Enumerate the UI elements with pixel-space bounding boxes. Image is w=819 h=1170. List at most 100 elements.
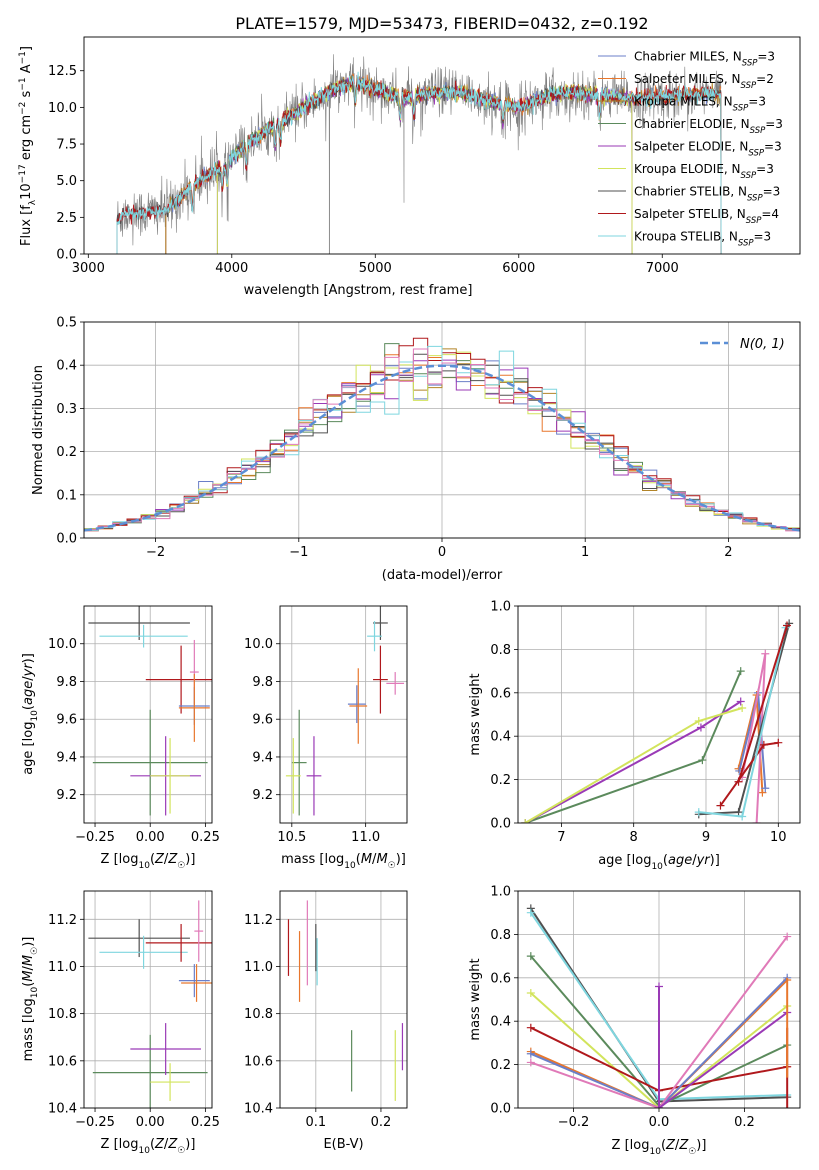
- series-marker: [698, 756, 707, 765]
- tick-label-y: 0.6: [490, 686, 511, 701]
- tick-label-x: 0.2: [371, 1115, 392, 1130]
- legend-label: N(0, 1): [740, 337, 785, 352]
- tick-label-y: 11.2: [244, 913, 273, 928]
- series-marker: [738, 812, 747, 821]
- model-spectrum-KroupaSTELIB: [116, 71, 722, 254]
- legend-label: Kroupa STELIB, NSSP=3: [634, 230, 771, 249]
- axes-spectrum: 3000 4000 5000 6000 7000 0.0 2.5 5.0 7.5 10.0 12.5…: [18, 36, 801, 298]
- series-marker: [782, 621, 791, 630]
- tick-label-x: 3000: [72, 261, 105, 276]
- axes-frame: [517, 605, 801, 824]
- axes-mass-vs-EBV: 0.1 0.2 10.4 10.6 10.8 11.0 11.2 E(B-V): [244, 890, 408, 1152]
- tick-label-y: 9.8: [56, 675, 77, 690]
- tick-label-y: 0.2: [490, 1058, 511, 1073]
- series-line: [530, 979, 788, 1108]
- tick-label-y: 9.2: [56, 788, 77, 803]
- tick-label-y: 0.0: [490, 817, 511, 832]
- tick-label-y: 0.4: [490, 1015, 511, 1030]
- tick-label-y: 10.8: [244, 1007, 273, 1022]
- axes-frame: [279, 890, 408, 1109]
- series-marker: [696, 723, 705, 732]
- tick-label-y: 11.0: [244, 960, 273, 975]
- y-axis-label: Flux [fλ10−17 erg cm−2 s−1 A−1]: [18, 46, 38, 246]
- tick-label-x: 1: [581, 545, 589, 560]
- tick-label-y: 7.5: [56, 138, 77, 153]
- plot-background: [84, 891, 212, 1108]
- legend: N(0, 1): [700, 337, 785, 352]
- series-marker: [736, 667, 745, 676]
- tick-label-x: 8: [630, 830, 638, 845]
- tick-label-x: 11.0: [351, 830, 380, 845]
- x-axis-label: Z [log10(Z/Z☉)]: [101, 852, 196, 871]
- plot-area: [521, 619, 794, 823]
- series-line: [530, 977, 788, 1108]
- tick-label-y: 0.5: [56, 316, 77, 331]
- axes-frame: [517, 890, 801, 1109]
- legend-label: Salpeter STELIB, NSSP=4: [634, 207, 779, 226]
- series-line: [530, 936, 789, 1108]
- plot-area: [287, 900, 404, 1101]
- tick-label-y: 0.2: [56, 445, 77, 460]
- axes-mass-vs-Z: −0.25 0.00 0.25 10.4 10.6 10.8 11.0 11.2 Z [log1…: [21, 890, 220, 1156]
- tick-label-y: 10.0: [48, 637, 77, 652]
- series-marker: [526, 1049, 535, 1058]
- tick-label-y: 0.4: [56, 359, 77, 374]
- tick-label-y: 1.0: [490, 885, 511, 900]
- gridlines: [280, 606, 407, 823]
- tick-label-y: 10.8: [48, 1007, 77, 1022]
- legend-label: Chabrier MILES, NSSP=3: [634, 50, 775, 69]
- series-marker: [759, 740, 768, 749]
- legend-label: Kroupa MILES, NSSP=3: [634, 95, 766, 114]
- tick-label-y: 9.2: [252, 788, 273, 803]
- tick-label-x: −0.25: [75, 1115, 115, 1130]
- series-marker: [526, 1023, 535, 1032]
- series-marker: [526, 952, 535, 961]
- tick-label-y: 0.4: [490, 730, 511, 745]
- axes-age-vs-Z: −0.25 0.00 0.25 9.2 9.4 9.6 9.8 10.0 Z [log10(Z/…: [21, 605, 220, 871]
- tick-label-y: 2.5: [56, 211, 77, 226]
- y-axis-label: mass weight: [468, 673, 483, 755]
- y-axis-label: age [log10(age/yr)]: [21, 653, 40, 775]
- tick-label-y: 10.6: [48, 1054, 77, 1069]
- tick-label-x: 10.5: [277, 830, 306, 845]
- tick-label-y: 0.8: [490, 928, 511, 943]
- plot-layer: 3000 4000 5000 6000 70000.02.55.07.510.012.5…: [18, 36, 801, 1157]
- tick-label-y: 0.3: [56, 402, 77, 417]
- tick-label-x: 0.25: [191, 1115, 220, 1130]
- tick-label-x: −1: [289, 545, 308, 560]
- series-marker: [734, 777, 743, 786]
- tick-label-y: 10.4: [48, 1102, 77, 1117]
- plot-area: [84, 337, 800, 538]
- y-axis-label: mass weight: [468, 958, 483, 1040]
- tick-label-x: 0.0: [649, 1115, 670, 1130]
- tick-label-x: 0.00: [136, 1115, 165, 1130]
- x-axis-label: E(B-V): [323, 1137, 363, 1152]
- tick-label-x: 2: [724, 545, 732, 560]
- tick-label-y: 10.6: [244, 1054, 273, 1069]
- tick-label-y: 9.4: [252, 750, 273, 765]
- axes-mass-weight-vs-age: 7 8 9 10 0.0 0.2 0.4 0.6 0.8 1.0 age [log10(age/yr…: [468, 600, 801, 872]
- tick-label-x: 0.25: [191, 830, 220, 845]
- tick-label-y: 0.8: [490, 643, 511, 658]
- series-marker: [694, 808, 703, 817]
- series-marker: [738, 703, 747, 712]
- tick-label-y: 12.5: [48, 64, 77, 79]
- plot-background: [280, 891, 407, 1108]
- series-line: [530, 992, 788, 1108]
- tick-label-x: −0.25: [75, 830, 115, 845]
- tick-label-y: 10.0: [244, 637, 273, 652]
- axes-frame: [279, 605, 408, 824]
- tick-label-x: 7: [557, 830, 565, 845]
- legend-label: Kroupa ELODIE, NSSP=3: [634, 162, 774, 181]
- tick-label-y: 9.6: [56, 713, 77, 728]
- tick-label-x: −2: [146, 545, 165, 560]
- tick-label-x: −0.2: [558, 1115, 590, 1130]
- series-marker: [734, 808, 743, 817]
- figure-title: PLATE=1579, MJD=53473, FIBERID=0432, z=0…: [235, 14, 648, 33]
- series-marker: [521, 819, 530, 823]
- tick-label-x: 5000: [359, 261, 392, 276]
- tick-label-y: 0.0: [56, 248, 77, 263]
- x-axis-label: (data-model)/error: [382, 568, 503, 583]
- axes-frame: [83, 321, 801, 539]
